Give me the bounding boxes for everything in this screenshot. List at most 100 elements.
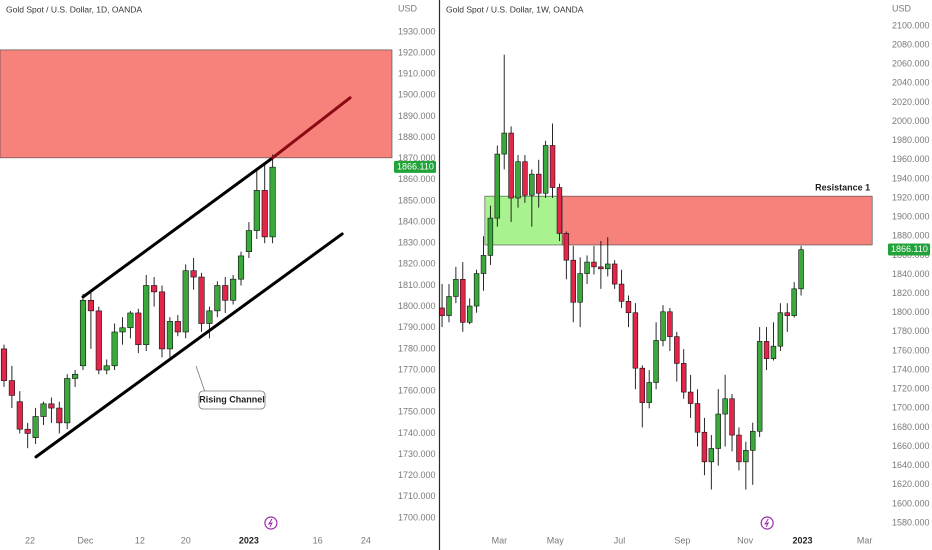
- y-tick-label: 1900.000: [892, 212, 930, 222]
- candle-body: [8, 380, 15, 396]
- y-tick-label: 2060.000: [892, 59, 930, 69]
- candle-body: [708, 448, 715, 463]
- y-tick-label: 1800.000: [892, 307, 930, 317]
- candle-body: [632, 312, 639, 369]
- candle-body: [625, 300, 632, 314]
- x-tick-label: 24: [361, 535, 371, 545]
- candle-body: [667, 311, 673, 337]
- candle-body: [119, 327, 126, 333]
- candle-body: [439, 307, 445, 316]
- y-tick-label: 1800.000: [398, 301, 436, 311]
- y-tick-label: 1580.000: [892, 517, 930, 527]
- candle-body: [729, 398, 735, 436]
- y-tick-label: 1780.000: [892, 326, 930, 336]
- y-tick-label: 2020.000: [892, 97, 930, 107]
- candle-body: [190, 270, 197, 278]
- candle-body: [570, 259, 576, 303]
- y-tick-label: 1910.000: [398, 69, 436, 79]
- candle-body: [494, 153, 501, 219]
- candle-body: [515, 161, 521, 199]
- candle-body: [473, 273, 480, 307]
- chart-panel: Gold Spot / U.S. Dollar, 1D, OANDA USD 170…: [0, 3, 436, 545]
- y-tick-label: 1980.000: [892, 135, 930, 145]
- candle-body: [694, 403, 701, 433]
- y-tick-label: 1930.000: [398, 26, 436, 36]
- candle-body: [756, 341, 763, 432]
- y-tick-label: 1840.000: [892, 269, 930, 279]
- candle-body: [556, 187, 563, 234]
- candle-body: [453, 278, 459, 297]
- y-tick-label: 1940.000: [892, 173, 930, 183]
- candle-body: [253, 190, 260, 231]
- candle-body: [715, 413, 721, 449]
- y-tick-label: 1790.000: [398, 322, 436, 332]
- y-tick-label: 1900.000: [398, 90, 436, 100]
- x-tick-label: 2023: [792, 535, 812, 545]
- candle-body: [158, 291, 166, 350]
- replay-icon-bolt: [267, 518, 273, 528]
- callout-box: [198, 390, 266, 410]
- y-tick-label: 1770.000: [398, 364, 436, 374]
- candle-body: [529, 173, 535, 196]
- candle-body: [791, 288, 797, 316]
- candle-body: [245, 230, 252, 252]
- candle-body: [584, 261, 590, 274]
- x-tick-label: Jul: [614, 535, 626, 545]
- y-tick-label: 1780.000: [398, 343, 436, 353]
- x-tick-label: 16: [313, 535, 323, 545]
- candle-body: [87, 299, 94, 312]
- y-tick-label: 1810.000: [398, 280, 436, 290]
- candle-body: [639, 367, 646, 403]
- candle-body: [611, 263, 618, 285]
- candle-body: [151, 285, 158, 293]
- candle-body: [32, 416, 39, 438]
- candle-body: [261, 190, 268, 238]
- candle-body: [48, 403, 55, 409]
- x-tick-label: 12: [135, 535, 145, 545]
- candle-body: [166, 321, 173, 350]
- replay-icon-bolt: [764, 518, 770, 528]
- y-tick-label: 1710.000: [398, 491, 436, 501]
- y-tick-label: 1740.000: [892, 364, 930, 374]
- y-tick-label: 1720.000: [398, 470, 436, 480]
- zone: [0, 49, 393, 159]
- candle-body: [64, 378, 71, 424]
- candle-body: [598, 266, 604, 270]
- y-tick-label: 2100.000: [892, 20, 930, 30]
- candle-body: [750, 430, 756, 451]
- candle-body: [701, 431, 708, 463]
- trend-line: [271, 96, 352, 160]
- candle-body: [508, 132, 514, 199]
- x-tick-label: Dec: [77, 535, 94, 545]
- callout-pointer: [195, 365, 206, 393]
- candle-body: [230, 278, 237, 301]
- candle-body: [127, 312, 134, 329]
- last-price-label: 1866.110: [891, 244, 928, 254]
- axis-unit: USD: [398, 3, 418, 13]
- candle-body: [605, 263, 611, 270]
- axis-unit: USD: [892, 3, 912, 13]
- candle-body: [237, 255, 245, 280]
- y-tick-label: 1640.000: [892, 460, 930, 470]
- last-price-badge: [888, 243, 930, 256]
- y-tick-label: 1760.000: [398, 386, 436, 396]
- y-tick-label: 1830.000: [398, 238, 436, 248]
- y-tick-label: 1620.000: [892, 479, 930, 489]
- y-tick-label: 1880.000: [398, 132, 436, 142]
- x-tick-label: Nov: [737, 535, 754, 545]
- x-tick-label: 22: [25, 535, 35, 545]
- candle-body: [563, 233, 570, 261]
- chart-panel: Gold Spot / U.S. Dollar, 1W, OANDA USD Res…: [439, 3, 930, 545]
- candle-body: [770, 345, 777, 359]
- y-tick-label: 1760.000: [892, 345, 930, 355]
- y-tick-label: 1960.000: [892, 154, 930, 164]
- candle-body: [763, 341, 770, 359]
- y-tick-label: 1720.000: [892, 384, 930, 394]
- y-tick-label: 1920.000: [892, 192, 930, 202]
- y-tick-label: 1660.000: [892, 441, 930, 451]
- y-tick-label: 1880.000: [892, 231, 930, 241]
- candle-body: [72, 373, 79, 379]
- candle-body: [577, 273, 583, 303]
- candle-body: [660, 311, 666, 341]
